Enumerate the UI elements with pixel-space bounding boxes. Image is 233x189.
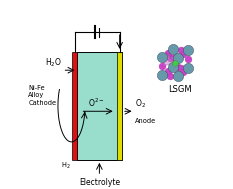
Text: Electrolyte: Electrolyte <box>79 178 120 187</box>
Text: H$_2$: H$_2$ <box>61 161 71 171</box>
Text: H$_2$O: H$_2$O <box>45 57 62 69</box>
Bar <box>72 52 77 160</box>
Point <box>179 66 182 69</box>
Polygon shape <box>162 53 175 66</box>
Point <box>161 65 164 68</box>
Text: Ni-Fe
Alloy
Cathode: Ni-Fe Alloy Cathode <box>28 84 56 106</box>
Point <box>176 57 180 60</box>
Bar <box>117 52 122 160</box>
Text: O$_2$: O$_2$ <box>135 98 146 110</box>
Point <box>171 66 175 69</box>
Point <box>186 67 190 70</box>
Point <box>181 70 185 74</box>
Point <box>168 56 172 59</box>
Text: Anode: Anode <box>135 119 157 125</box>
Point <box>161 74 164 77</box>
Polygon shape <box>170 54 183 63</box>
Point <box>179 48 182 51</box>
Point <box>171 57 175 60</box>
Point <box>161 56 164 59</box>
Text: O$^{2-}$: O$^{2-}$ <box>88 97 104 109</box>
Point <box>176 75 180 78</box>
Point <box>173 61 177 64</box>
Polygon shape <box>168 53 175 63</box>
Text: LSGM: LSGM <box>168 85 191 94</box>
Point <box>181 53 185 56</box>
Point <box>186 49 190 52</box>
Point <box>168 74 172 77</box>
Point <box>171 48 175 51</box>
Point <box>176 66 180 69</box>
Polygon shape <box>175 54 183 67</box>
Point <box>166 70 170 73</box>
Point <box>186 57 190 60</box>
Point <box>166 52 170 55</box>
Bar <box>77 52 122 160</box>
